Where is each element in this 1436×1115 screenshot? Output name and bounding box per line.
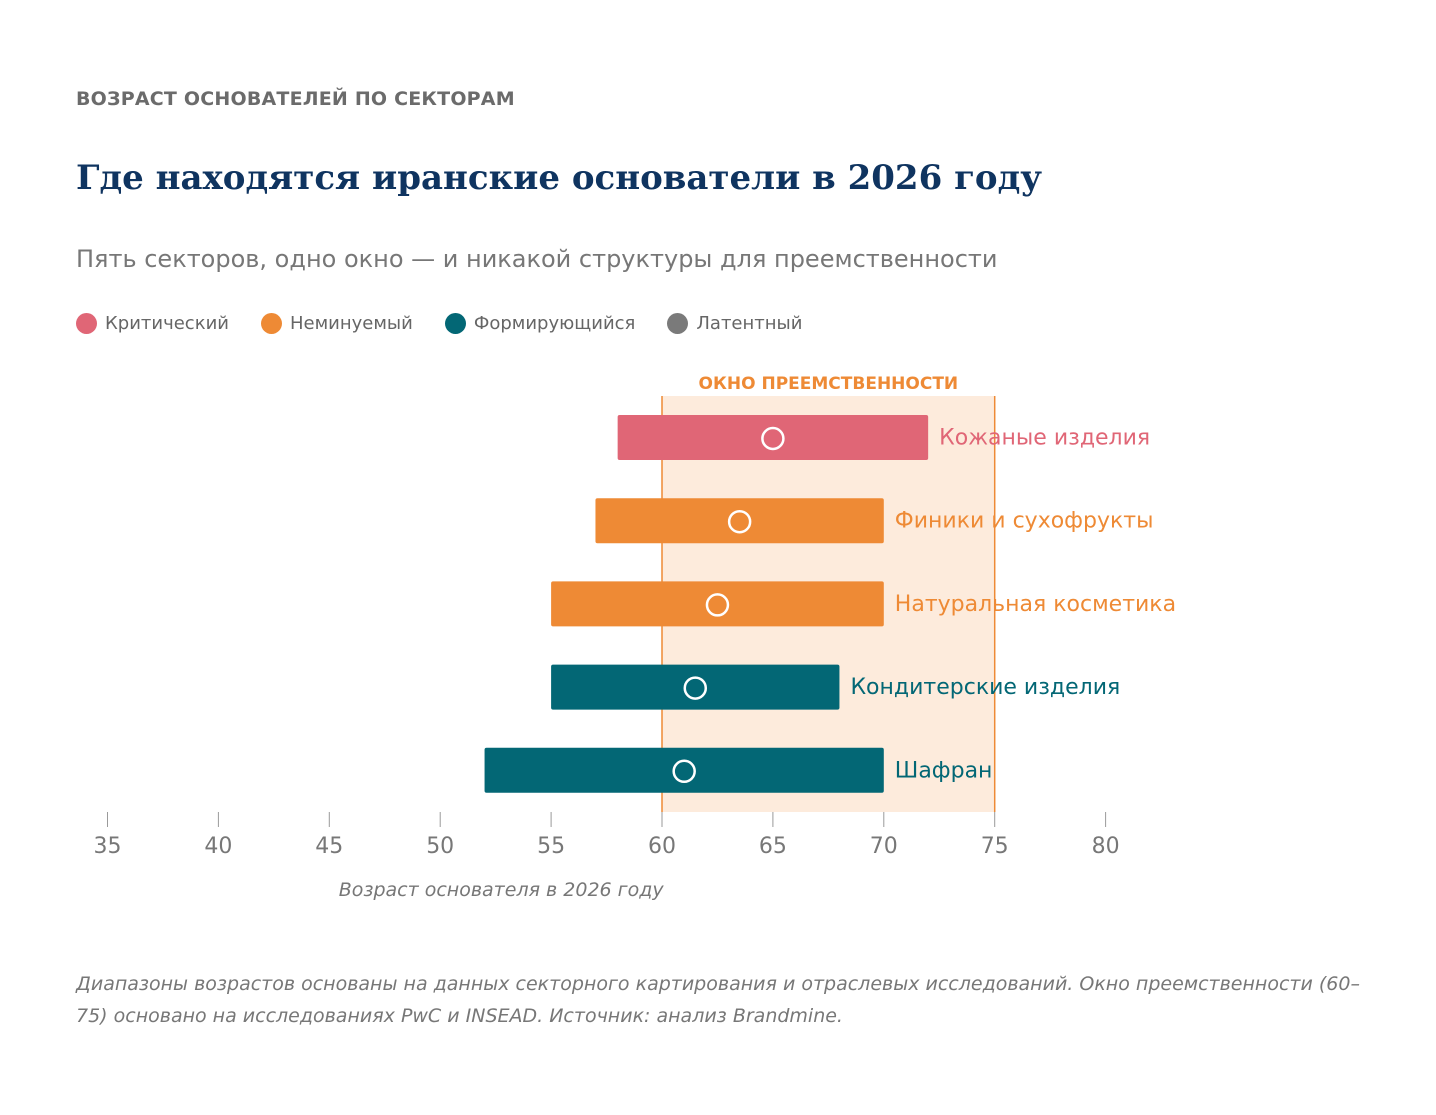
- range-bar: [484, 747, 884, 793]
- legend-label-imminent: Неминуемый: [289, 313, 413, 334]
- chart-subtitle: Пять секторов, одно окно — и никакой стр…: [76, 245, 998, 273]
- legend-label-latent: Латентный: [696, 313, 803, 334]
- sector-label: Кожаные изделия: [939, 426, 1150, 451]
- sector-label: Финики и сухофрукты: [895, 509, 1154, 534]
- chart-title: Где находятся иранские основатели в 2026…: [76, 158, 1043, 198]
- range-bar: [551, 664, 840, 710]
- x-axis-label: Возраст основателя в 2026 году: [339, 879, 665, 901]
- succession-window-label: ОКНО ПРЕЕМСТВЕННОСТИ: [699, 374, 959, 394]
- sector-label: Кондитерские изделия: [850, 675, 1120, 700]
- x-tick-label: 40: [204, 834, 232, 859]
- legend-item-critical: Критический: [76, 313, 229, 334]
- legend-label-critical: Критический: [105, 313, 229, 334]
- x-tick-label: 70: [870, 834, 898, 859]
- legend-swatch-latent: [667, 313, 689, 334]
- legend-swatch-critical: [76, 313, 97, 334]
- median-marker: [705, 593, 730, 617]
- legend-swatch-emerging: [444, 313, 466, 334]
- median-marker: [672, 759, 696, 784]
- legend-item-imminent: Неминуемый: [260, 313, 413, 334]
- sector-label: Натуральная косметика: [895, 592, 1176, 617]
- footnote: Диапазоны возрастов основаны на данных с…: [76, 973, 1360, 1027]
- x-tick-label: 45: [315, 834, 343, 859]
- legend: Критический Неминуемый Формирующийся Лат…: [76, 313, 834, 334]
- range-bar: [551, 581, 884, 627]
- range-bar: [595, 498, 884, 544]
- x-tick-label: 60: [648, 834, 676, 859]
- median-marker: [727, 509, 752, 534]
- x-tick-label: 35: [94, 834, 122, 859]
- x-tick-label: 80: [1092, 834, 1120, 859]
- legend-label-emerging: Формирующийся: [473, 313, 636, 334]
- x-tick-label: 55: [537, 834, 565, 859]
- median-marker: [761, 426, 785, 451]
- x-tick-label: 75: [981, 834, 1009, 859]
- sector-label: Шафран: [895, 758, 993, 783]
- x-tick-label: 65: [759, 834, 787, 859]
- legend-swatch-imminent: [260, 313, 282, 334]
- legend-item-emerging: Формирующийся: [444, 313, 636, 334]
- x-tick-label: 50: [426, 834, 454, 859]
- legend-item-latent: Латентный: [667, 313, 802, 334]
- median-marker: [683, 676, 708, 700]
- range-bar: [617, 415, 929, 460]
- chart-eyebrow: ВОЗРАСТ ОСНОВАТЕЛЕЙ ПО СЕКТОРАМ: [76, 88, 515, 110]
